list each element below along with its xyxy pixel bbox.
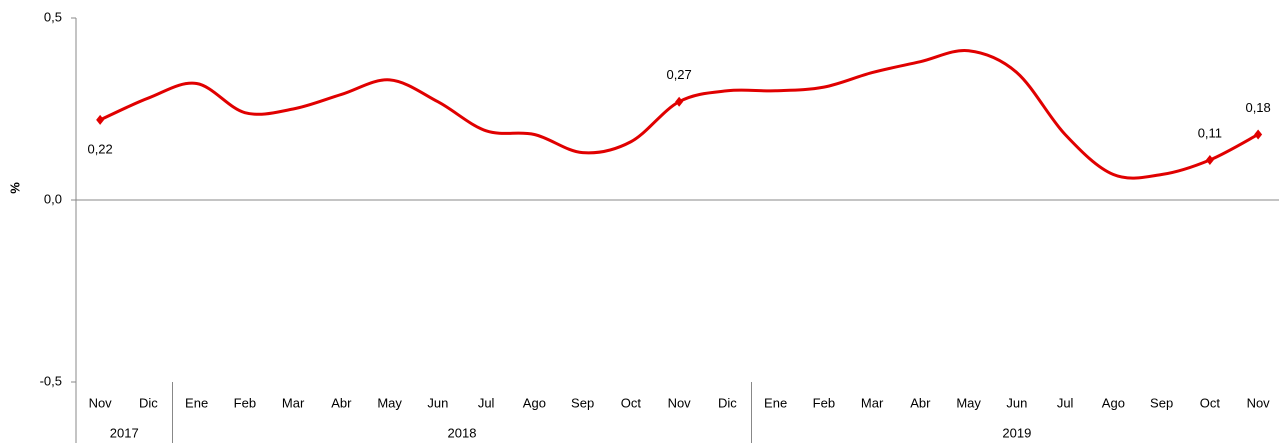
x-tick-label: Ene	[764, 395, 787, 410]
y-tick-label: 0,5	[44, 9, 62, 24]
x-tick-label: Dic	[139, 395, 158, 410]
x-tick-label: Jul	[1057, 395, 1074, 410]
year-label: 2017	[110, 425, 139, 440]
data-label: 0,22	[87, 141, 112, 156]
data-label: 0,27	[666, 67, 691, 82]
y-axis-label: %	[7, 182, 22, 194]
x-tick-label: Nov	[668, 395, 692, 410]
data-label: 0,18	[1245, 100, 1270, 115]
x-tick-label: Feb	[813, 395, 835, 410]
x-tick-label: Feb	[234, 395, 256, 410]
x-tick-label: Abr	[331, 395, 352, 410]
x-tick-label: Ago	[523, 395, 546, 410]
year-label: 2018	[448, 425, 477, 440]
x-tick-label: Ene	[185, 395, 208, 410]
point-marker	[1205, 154, 1214, 165]
x-tick-label: May	[956, 395, 981, 410]
x-tick-label: Mar	[282, 395, 305, 410]
y-tick-label: -0,5	[40, 373, 62, 388]
x-tick-label: Oct	[621, 395, 642, 410]
x-tick-label: Dic	[718, 395, 737, 410]
point-marker	[96, 114, 105, 125]
x-tick-label: Abr	[910, 395, 931, 410]
x-tick-label: Nov	[89, 395, 113, 410]
point-marker	[675, 96, 684, 107]
x-tick-label: Nov	[1247, 395, 1271, 410]
data-label: 0,11	[1198, 125, 1222, 140]
y-tick-label: 0,0	[44, 191, 62, 206]
x-tick-label: Jun	[1006, 395, 1027, 410]
point-marker	[1254, 129, 1263, 140]
x-tick-label: Ago	[1102, 395, 1125, 410]
x-tick-label: Mar	[861, 395, 884, 410]
x-tick-label: Jul	[478, 395, 495, 410]
x-tick-label: Oct	[1200, 395, 1221, 410]
x-tick-label: May	[377, 395, 402, 410]
x-tick-label: Sep	[571, 395, 594, 410]
x-tick-label: Sep	[1150, 395, 1173, 410]
x-tick-label: Jun	[427, 395, 448, 410]
year-label: 2019	[1002, 425, 1031, 440]
